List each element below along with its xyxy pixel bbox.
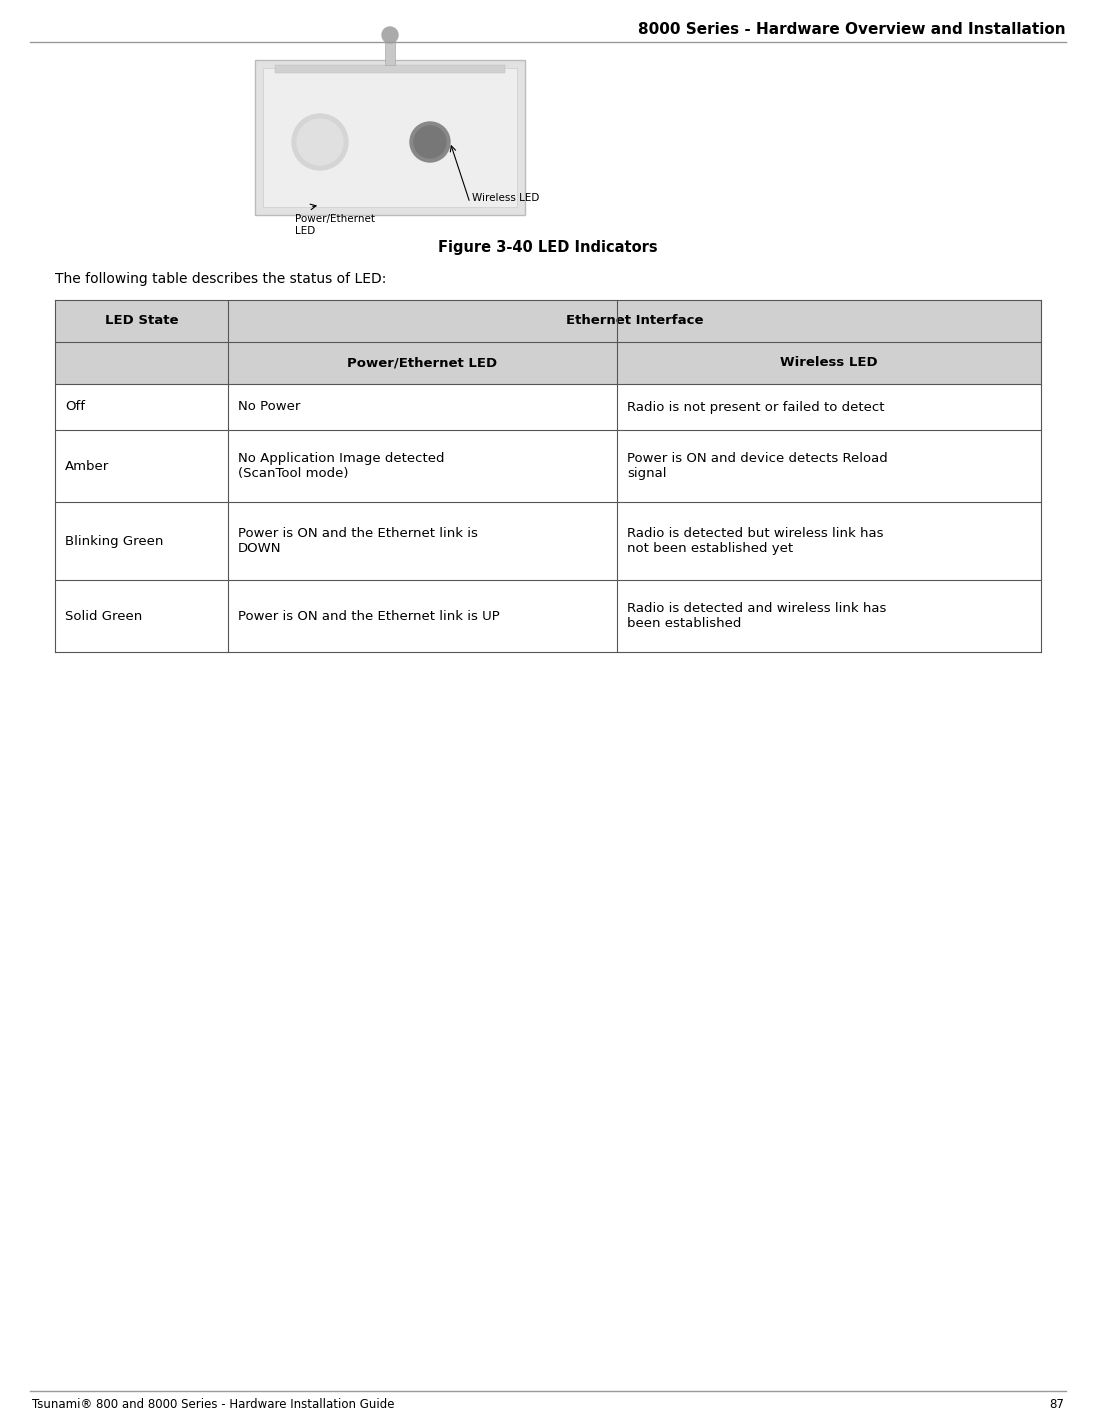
Bar: [55, 580, 228, 652]
Bar: [55, 342, 228, 384]
Text: Radio is detected and wireless link has
been established: Radio is detected and wireless link has …: [627, 602, 887, 630]
Text: Wireless LED: Wireless LED: [780, 356, 878, 369]
Text: Wireless LED: Wireless LED: [472, 193, 539, 202]
Circle shape: [297, 118, 343, 165]
Text: Power is ON and device detects Reload
signal: Power is ON and device detects Reload si…: [627, 452, 888, 481]
Circle shape: [383, 27, 398, 43]
Bar: [228, 502, 617, 580]
Text: Tsunami® 800 and 8000 Series - Hardware Installation Guide: Tsunami® 800 and 8000 Series - Hardware …: [32, 1397, 395, 1410]
Bar: [255, 60, 525, 215]
Bar: [55, 431, 228, 502]
Text: Blinking Green: Blinking Green: [65, 535, 163, 548]
Text: Radio is not present or failed to detect: Radio is not present or failed to detect: [627, 401, 884, 414]
Text: LED State: LED State: [104, 315, 178, 328]
Bar: [617, 502, 1041, 580]
Text: Solid Green: Solid Green: [65, 609, 142, 623]
Text: Power/Ethernet
LED: Power/Ethernet LED: [295, 214, 375, 235]
Bar: [275, 66, 505, 73]
Bar: [228, 431, 617, 502]
Text: Power is ON and the Ethernet link is UP: Power is ON and the Ethernet link is UP: [238, 609, 500, 623]
Circle shape: [410, 123, 450, 163]
Text: Amber: Amber: [65, 459, 110, 472]
Bar: [617, 580, 1041, 652]
Bar: [55, 384, 228, 431]
Text: No Power: No Power: [238, 401, 300, 414]
Text: Radio is detected but wireless link has
not been established yet: Radio is detected but wireless link has …: [627, 528, 883, 555]
Bar: [55, 502, 228, 580]
Text: 87: 87: [1049, 1397, 1064, 1410]
Bar: [228, 299, 1041, 342]
Text: Power is ON and the Ethernet link is
DOWN: Power is ON and the Ethernet link is DOW…: [238, 528, 478, 555]
Text: Power/Ethernet LED: Power/Ethernet LED: [347, 356, 498, 369]
Text: The following table describes the status of LED:: The following table describes the status…: [55, 272, 387, 287]
Bar: [617, 384, 1041, 431]
Bar: [228, 580, 617, 652]
Bar: [228, 384, 617, 431]
Circle shape: [292, 114, 349, 170]
Bar: [617, 342, 1041, 384]
Bar: [55, 299, 228, 342]
Text: No Application Image detected
(ScanTool mode): No Application Image detected (ScanTool …: [238, 452, 444, 481]
Bar: [617, 431, 1041, 502]
Circle shape: [414, 125, 446, 158]
Text: Ethernet Interface: Ethernet Interface: [566, 315, 703, 328]
Bar: [385, 30, 395, 66]
Text: Off: Off: [65, 401, 85, 414]
Text: 8000 Series - Hardware Overview and Installation: 8000 Series - Hardware Overview and Inst…: [638, 21, 1066, 37]
Bar: [263, 68, 517, 207]
Bar: [228, 342, 617, 384]
Text: Figure 3-40 LED Indicators: Figure 3-40 LED Indicators: [438, 240, 658, 255]
